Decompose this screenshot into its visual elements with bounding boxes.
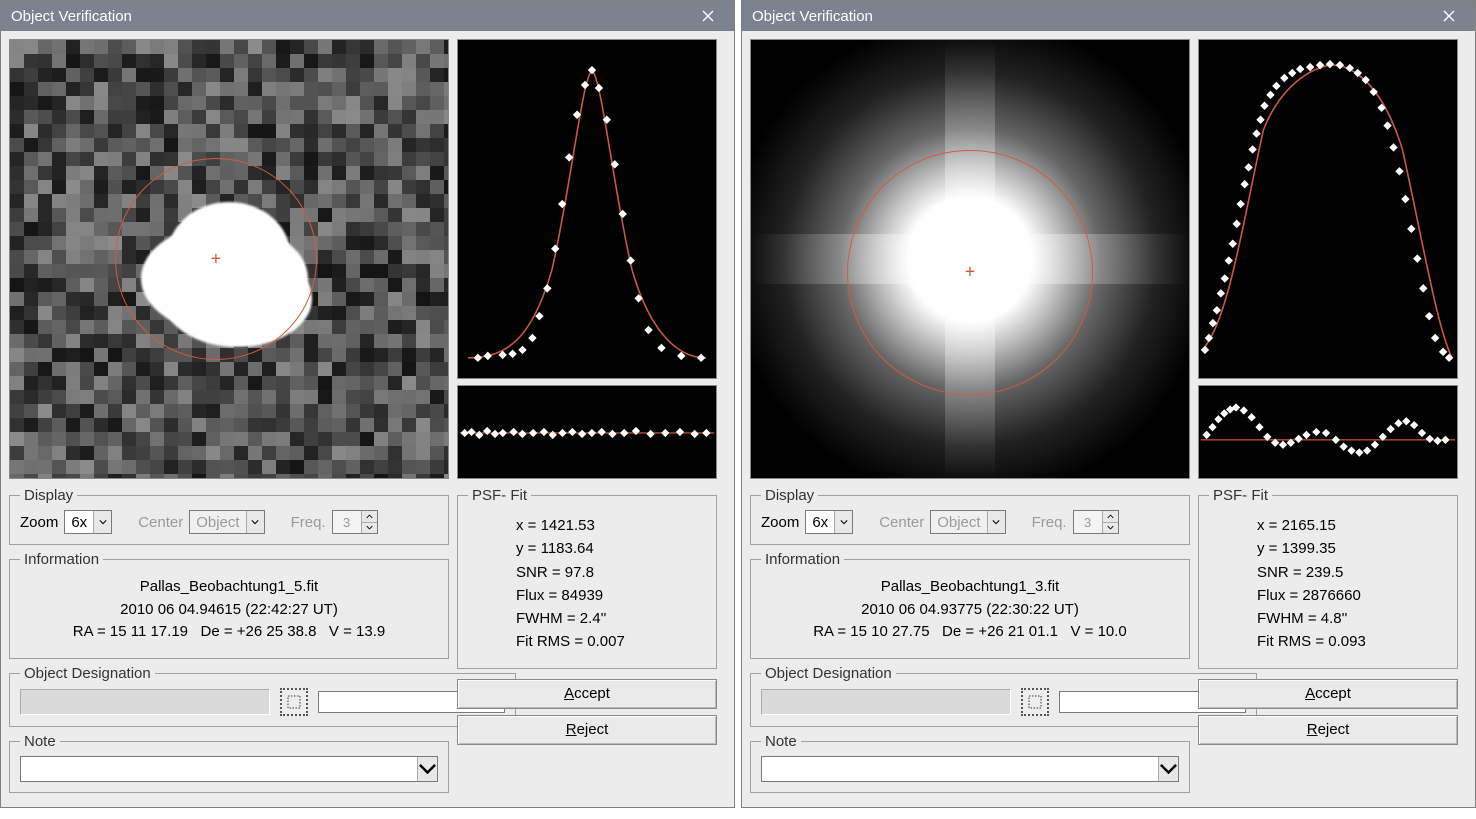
psf-fit-legend: PSF- Fit xyxy=(1209,487,1272,504)
note-combobox[interactable] xyxy=(20,756,438,782)
psf-residual-plot xyxy=(457,385,717,479)
psf-snr: SNR = 97.8 xyxy=(516,561,706,584)
freq-label: Freq. xyxy=(291,514,326,531)
psf-flux: Flux = 2876660 xyxy=(1257,584,1447,607)
centroid-mark: + xyxy=(965,262,976,283)
window-title: Object Verification xyxy=(752,8,1429,25)
information-group: Information Pallas_Beobachtung1_5.fit2010… xyxy=(9,551,449,659)
chevron-down-icon xyxy=(987,511,1005,533)
chevron-down-icon[interactable] xyxy=(93,511,111,533)
reject-button[interactable]: Reject xyxy=(457,715,717,745)
designation-group: Object Designation xyxy=(750,665,1257,727)
psf-fit-group: PSF- Fit x = 1421.53y = 1183.64SNR = 97.8… xyxy=(457,487,717,669)
note-legend: Note xyxy=(20,733,60,750)
freq-value xyxy=(333,511,361,533)
info-coords: RA = 15 10 27.75 De = +26 21 01.1 V = 10… xyxy=(761,621,1179,644)
psf-profile-plot xyxy=(457,39,717,379)
note-combobox[interactable] xyxy=(761,756,1179,782)
chevron-down-icon xyxy=(1103,523,1118,534)
information-legend: Information xyxy=(761,551,844,568)
titlebar[interactable]: Object Verification xyxy=(742,1,1475,31)
information-legend: Information xyxy=(20,551,103,568)
display-legend: Display xyxy=(20,487,77,504)
info-coords: RA = 15 11 17.19 De = +26 25 38.8 V = 13… xyxy=(20,621,438,644)
display-legend: Display xyxy=(761,487,818,504)
psf-profile-plot xyxy=(1198,39,1458,379)
center-select: Object xyxy=(930,510,1005,534)
info-datetime: 2010 06 04.93775 (22:30:22 UT) xyxy=(761,599,1179,622)
note-group: Note xyxy=(750,733,1190,793)
psf-flux: Flux = 84939 xyxy=(516,584,706,607)
information-group: Information Pallas_Beobachtung1_3.fit2010… xyxy=(750,551,1190,659)
center-label: Center xyxy=(879,514,924,531)
info-filename: Pallas_Beobachtung1_5.fit xyxy=(20,576,438,599)
zoom-select[interactable]: 6x xyxy=(64,510,112,534)
zoom-label: Zoom xyxy=(761,514,799,531)
designation-legend: Object Designation xyxy=(761,665,896,682)
psf-fit-legend: PSF- Fit xyxy=(468,487,531,504)
chevron-down-icon[interactable] xyxy=(417,757,437,781)
chevron-down-icon[interactable] xyxy=(1158,757,1178,781)
psf-x: x = 2165.15 xyxy=(1257,514,1447,537)
note-legend: Note xyxy=(761,733,801,750)
psf-x: x = 1421.53 xyxy=(516,514,706,537)
zoom-label: Zoom xyxy=(20,514,58,531)
designation-legend: Object Designation xyxy=(20,665,155,682)
titlebar[interactable]: Object Verification xyxy=(1,1,734,31)
freq-spinner xyxy=(332,510,378,534)
centroid-mark: + xyxy=(211,249,222,270)
zoom-select[interactable]: 6x xyxy=(805,510,853,534)
psf-rms: Fit RMS = 0.007 xyxy=(516,630,706,653)
close-icon[interactable] xyxy=(688,2,728,30)
psf-fwhm: FWHM = 4.8'' xyxy=(1257,607,1447,630)
center-label: Center xyxy=(138,514,183,531)
chevron-down-icon xyxy=(362,523,377,534)
chevron-down-icon xyxy=(246,511,264,533)
accept-button[interactable]: Accept xyxy=(1198,679,1458,709)
center-select: Object xyxy=(189,510,264,534)
freq-label: Freq. xyxy=(1032,514,1067,531)
designation-display xyxy=(761,689,1011,715)
display-group: Display Zoom 6x Center Object Freq. xyxy=(9,487,449,545)
chevron-up-icon xyxy=(362,511,377,523)
chevron-down-icon[interactable] xyxy=(834,511,852,533)
psf-rms: Fit RMS = 0.093 xyxy=(1257,630,1447,653)
psf-y: y = 1183.64 xyxy=(516,537,706,560)
designation-lookup-button[interactable] xyxy=(280,688,308,716)
object-image[interactable]: + xyxy=(9,39,449,479)
display-group: Display Zoom 6x Center Object Freq. xyxy=(750,487,1190,545)
info-filename: Pallas_Beobachtung1_3.fit xyxy=(761,576,1179,599)
psf-snr: SNR = 239.5 xyxy=(1257,561,1447,584)
close-icon[interactable] xyxy=(1429,2,1469,30)
object-image[interactable]: + xyxy=(750,39,1190,479)
object-verification-window: Object Verification + Display Zoom 6x Center O… xyxy=(741,0,1476,808)
psf-y: y = 1399.35 xyxy=(1257,537,1447,560)
chevron-up-icon xyxy=(1103,511,1118,523)
info-datetime: 2010 06 04.94615 (22:42:27 UT) xyxy=(20,599,438,622)
psf-residual-plot xyxy=(1198,385,1458,479)
note-group: Note xyxy=(9,733,449,793)
accept-button[interactable]: Accept xyxy=(457,679,717,709)
designation-group: Object Designation xyxy=(9,665,516,727)
designation-lookup-button[interactable] xyxy=(1021,688,1049,716)
object-verification-window: Object Verification + Display Zoom 6x Center O… xyxy=(0,0,735,808)
window-title: Object Verification xyxy=(11,8,688,25)
freq-spinner xyxy=(1073,510,1119,534)
designation-display xyxy=(20,689,270,715)
freq-value xyxy=(1074,511,1102,533)
psf-fwhm: FWHM = 2.4'' xyxy=(516,607,706,630)
reject-button[interactable]: Reject xyxy=(1198,715,1458,745)
psf-fit-group: PSF- Fit x = 2165.15y = 1399.35SNR = 239.… xyxy=(1198,487,1458,669)
